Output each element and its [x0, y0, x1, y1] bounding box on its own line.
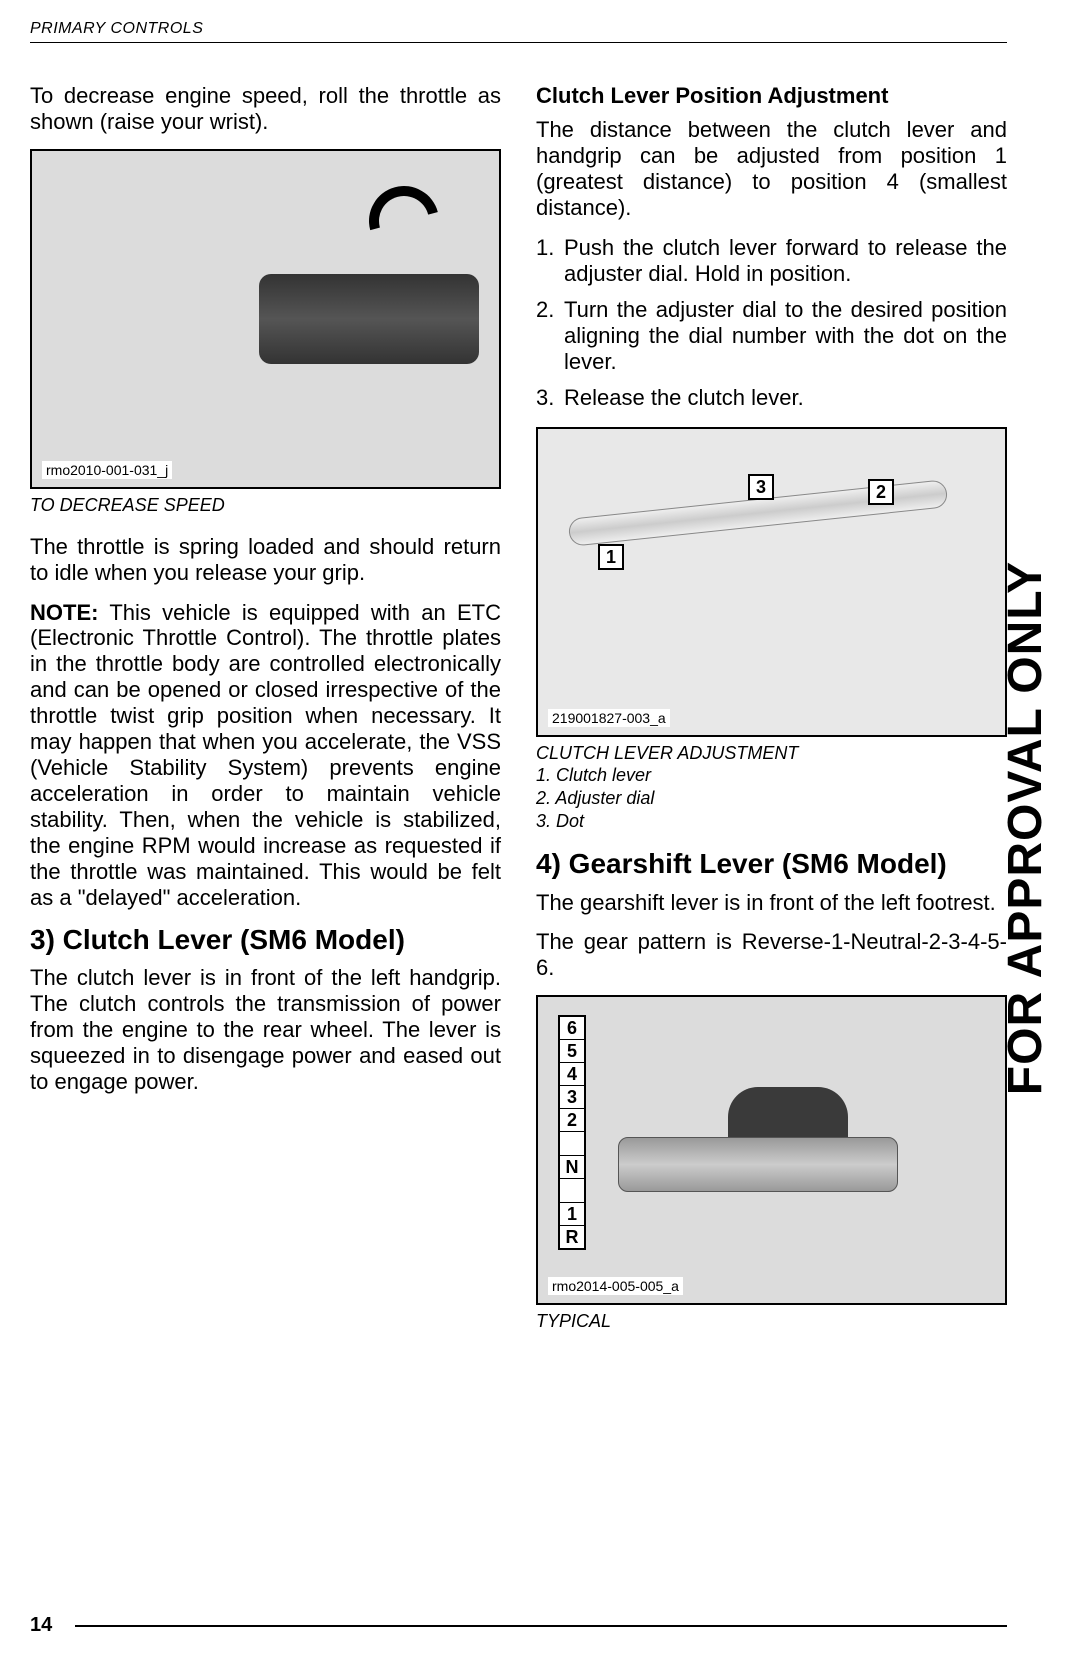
legend-item: 1. Clutch lever: [536, 765, 1007, 786]
callout-2: 2: [868, 479, 894, 505]
section-4-p1: The gearshift lever is in front of the l…: [536, 890, 1007, 916]
intro-text: To decrease engine speed, roll the throt…: [30, 83, 501, 135]
step-item: Release the clutch lever.: [536, 385, 1007, 411]
throttle-arrow-icon: [356, 173, 452, 269]
figure-label: 219001827-003_a: [548, 709, 670, 727]
throttle-grip-graphic: [259, 274, 479, 364]
section-3-body: The clutch lever is in front of the left…: [30, 965, 501, 1095]
clutch-adjust-title: Clutch Lever Position Adjustment: [536, 83, 1007, 109]
section-3-title: 3) Clutch Lever (SM6 Model): [30, 925, 501, 955]
legend-item: 3. Dot: [536, 811, 1007, 832]
callout-1: 1: [598, 544, 624, 570]
footer-rule: [75, 1625, 1007, 1627]
legend-item: 2. Adjuster dial: [536, 788, 1007, 809]
figure-label: rmo2014-005-005_a: [548, 1277, 683, 1295]
gear-label: 3: [560, 1086, 584, 1109]
note-body: This vehicle is equipped with an ETC (El…: [30, 600, 501, 910]
adjustment-steps: Push the clutch lever forward to release…: [536, 235, 1007, 411]
figure-clutch-adjust: 1 2 3 219001827-003_a: [536, 427, 1007, 737]
left-column: To decrease engine speed, roll the throt…: [30, 83, 501, 1350]
gear-gap: [560, 1132, 584, 1156]
throttle-spring-text: The throttle is spring loaded and should…: [30, 534, 501, 586]
gear-pedal-graphic: [618, 1137, 898, 1192]
gear-indicator-column: 6 5 4 3 2 N 1 R: [558, 1015, 586, 1250]
step-item: Turn the adjuster dial to the desired po…: [536, 297, 1007, 375]
page-number: 14: [30, 1614, 52, 1637]
figure-decrease-speed: rmo2010-001-031_j: [30, 149, 501, 489]
callout-3: 3: [748, 474, 774, 500]
figure-gearshift: 6 5 4 3 2 N 1 R rmo2014-005-005_a: [536, 995, 1007, 1305]
page-header: PRIMARY CONTROLS: [30, 20, 1007, 38]
header-rule: [30, 42, 1007, 43]
right-column: Clutch Lever Position Adjustment The dis…: [536, 83, 1007, 1350]
figure-label: rmo2010-001-031_j: [42, 461, 172, 479]
figure-caption: TO DECREASE SPEED: [30, 495, 501, 516]
gear-label: 4: [560, 1063, 584, 1086]
gear-label: 1: [560, 1203, 584, 1226]
step-item: Push the clutch lever forward to release…: [536, 235, 1007, 287]
section-4-title: 4) Gearshift Lever (SM6 Model): [536, 849, 1007, 879]
clutch-adjust-intro: The distance between the clutch lever an…: [536, 117, 1007, 221]
gear-label: 6: [560, 1017, 584, 1040]
gear-label: N: [560, 1156, 584, 1179]
gear-label: 2: [560, 1109, 584, 1132]
content-columns: To decrease engine speed, roll the throt…: [30, 83, 1007, 1350]
note-paragraph: NOTE: This vehicle is equipped with an E…: [30, 600, 501, 911]
approval-watermark: FOR APPROVAL ONLY: [998, 560, 1053, 1094]
gear-gap: [560, 1179, 584, 1203]
figure-caption: TYPICAL: [536, 1311, 1007, 1332]
note-label: NOTE:: [30, 600, 98, 625]
gear-label: 5: [560, 1040, 584, 1063]
gear-label: R: [560, 1226, 584, 1248]
section-4-p2: The gear pattern is Reverse-1-Neutral-2-…: [536, 929, 1007, 981]
figure-caption: CLUTCH LEVER ADJUSTMENT: [536, 743, 1007, 764]
